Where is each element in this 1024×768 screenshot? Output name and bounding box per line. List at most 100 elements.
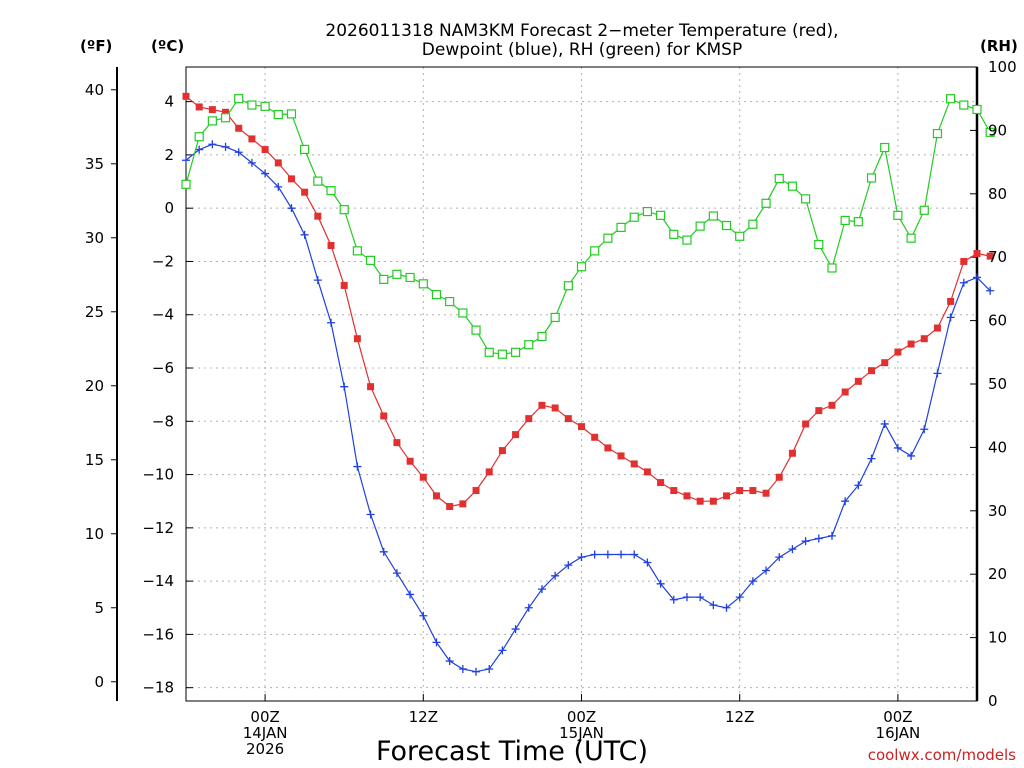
dewpoint-point bbox=[392, 569, 401, 578]
temperature-point bbox=[709, 497, 717, 505]
dewpoint-point bbox=[366, 510, 375, 519]
temperature-point bbox=[327, 241, 335, 249]
rh-point bbox=[392, 269, 402, 279]
rh-point bbox=[787, 181, 798, 191]
rh-point bbox=[220, 113, 231, 123]
temperature-point bbox=[657, 479, 665, 487]
dewpoint-point bbox=[221, 142, 230, 151]
celsius-tick-label: −6 bbox=[152, 359, 174, 377]
rh-point bbox=[774, 173, 784, 184]
dewpoint-point bbox=[643, 558, 652, 567]
fahrenheit-tick-label: 5 bbox=[94, 599, 104, 617]
dewpoint-point bbox=[722, 603, 731, 612]
rh-point bbox=[550, 312, 560, 323]
rh-tick-label: 40 bbox=[988, 438, 1007, 456]
rh-point bbox=[300, 144, 310, 155]
x-axis-title: Forecast Time (UTC) bbox=[376, 736, 648, 767]
dewpoint-point bbox=[498, 646, 507, 655]
x-tick-label: 16JAN bbox=[876, 724, 921, 742]
dewpoint-point bbox=[406, 590, 415, 599]
temperature-point bbox=[881, 359, 889, 367]
temperature-point bbox=[643, 468, 651, 476]
rh-point bbox=[946, 94, 956, 104]
fahrenheit-tick-label: 35 bbox=[85, 155, 104, 173]
source-credit: coolwx.com/models bbox=[868, 746, 1016, 764]
fahrenheit-tick-label: 30 bbox=[85, 229, 104, 247]
dewpoint-point bbox=[300, 230, 309, 239]
fahrenheit-tick-label: 25 bbox=[85, 303, 104, 321]
rh-tick-label: 90 bbox=[988, 121, 1007, 139]
series-temperature bbox=[182, 92, 994, 511]
dewpoint-point bbox=[537, 585, 546, 594]
rh-point bbox=[893, 210, 903, 220]
temperature-point bbox=[248, 135, 256, 143]
rh-point bbox=[682, 235, 692, 245]
temperature-point bbox=[472, 487, 480, 495]
x-tick-label: 14JAN bbox=[243, 724, 288, 742]
dewpoint-point bbox=[458, 665, 467, 674]
rh-point bbox=[445, 296, 455, 307]
temperature-point bbox=[195, 103, 203, 111]
dewpoint-point bbox=[432, 638, 441, 647]
rh-point bbox=[735, 231, 745, 241]
rh-point bbox=[510, 347, 521, 357]
rh-point bbox=[708, 211, 718, 221]
series-dewpoint bbox=[182, 140, 995, 676]
rh-point bbox=[497, 349, 507, 359]
rh-point bbox=[721, 220, 732, 231]
rh-point bbox=[959, 100, 969, 110]
rh-point bbox=[866, 173, 877, 183]
temperature-point bbox=[762, 489, 770, 497]
temperature-point bbox=[208, 106, 216, 114]
rh-point bbox=[431, 290, 442, 300]
temperature-point bbox=[274, 159, 282, 167]
rh-tick-label: 60 bbox=[988, 312, 1007, 330]
dewpoint-point bbox=[788, 545, 797, 554]
dewpoint-point bbox=[682, 593, 691, 602]
celsius-tick-label: −2 bbox=[152, 252, 174, 270]
temperature-point bbox=[512, 431, 520, 439]
dewpoint-point bbox=[182, 156, 190, 165]
dewpoint-point bbox=[748, 577, 757, 586]
rh-point bbox=[853, 217, 863, 227]
rh-tick-label: 20 bbox=[988, 565, 1007, 583]
chart-labels: 420−2−4−6−8−10−12−14−16−1840353025201510… bbox=[85, 58, 1017, 758]
dewpoint-point bbox=[630, 550, 639, 559]
dewpoint-point bbox=[485, 665, 494, 674]
temperature-point bbox=[380, 412, 388, 420]
temperature-point bbox=[670, 487, 678, 495]
axes bbox=[111, 66, 979, 702]
temperature-point bbox=[775, 473, 783, 481]
dewpoint-line bbox=[185, 143, 991, 673]
dewpoint-point bbox=[603, 550, 612, 559]
rh-point bbox=[814, 239, 824, 250]
rh-point bbox=[629, 212, 639, 222]
temperature-point bbox=[841, 388, 849, 396]
rh-point bbox=[260, 101, 270, 111]
dewpoint-point bbox=[419, 611, 428, 620]
rh-tick-label: 70 bbox=[988, 248, 1007, 266]
celsius-tick-label: −4 bbox=[152, 306, 174, 324]
dewpoint-point bbox=[617, 550, 626, 559]
dewpoint-point bbox=[472, 667, 481, 676]
dewpoint-point bbox=[880, 419, 889, 428]
temperature-point bbox=[933, 324, 941, 332]
x-tick-label: 15JAN bbox=[559, 724, 604, 742]
rh-point bbox=[695, 221, 705, 231]
rh-tick-label: 30 bbox=[988, 502, 1007, 520]
dewpoint-point bbox=[445, 657, 454, 666]
dewpoint-point bbox=[340, 382, 349, 391]
temperature-point bbox=[868, 367, 876, 375]
temperature-point bbox=[617, 452, 625, 460]
temperature-point bbox=[235, 124, 243, 132]
rh-point bbox=[194, 132, 204, 142]
chart-subtitle: Dewpoint (blue), RH (green) for KMSP bbox=[422, 40, 742, 60]
celsius-tick-label: −8 bbox=[152, 412, 174, 430]
dewpoint-point bbox=[867, 454, 876, 463]
temperature-point bbox=[314, 212, 322, 220]
rh-point bbox=[181, 179, 191, 189]
rh-point bbox=[919, 205, 929, 215]
dewpoint-point bbox=[590, 550, 599, 559]
rh-point bbox=[801, 194, 811, 204]
